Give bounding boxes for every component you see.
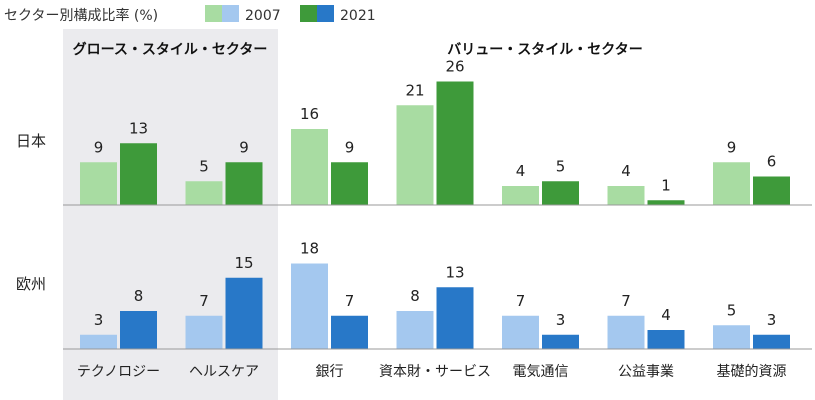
bar-japan-2021-2 bbox=[225, 162, 263, 205]
category-label-6: 公益事業 bbox=[618, 364, 674, 380]
bar-europe-2021-5 bbox=[542, 334, 579, 349]
legend-swatch-2007-japan bbox=[205, 5, 222, 22]
value-label-japan-2021-4: 26 bbox=[445, 58, 464, 76]
legend-label-2007: 2007 bbox=[245, 8, 281, 24]
bar-europe-2021-1 bbox=[120, 311, 157, 349]
value-label-europe-2007-4: 8 bbox=[410, 287, 420, 305]
bar-japan-2007-4 bbox=[396, 105, 434, 205]
value-label-europe-2021-3: 7 bbox=[345, 292, 355, 310]
legend-swatch-2007-europe bbox=[222, 5, 239, 22]
bar-europe-2007-2 bbox=[185, 315, 223, 349]
value-label-europe-2021-5: 3 bbox=[556, 311, 566, 329]
bar-japan-2007-6 bbox=[607, 186, 645, 205]
category-label-2: ヘルスケア bbox=[189, 364, 259, 380]
bar-japan-2021-1 bbox=[120, 143, 157, 205]
bar-japan-2007-5 bbox=[502, 186, 539, 205]
value-label-japan-2021-2: 9 bbox=[239, 138, 249, 156]
bar-europe-2021-7 bbox=[753, 334, 790, 349]
group-label-growth: グロース・スタイル・セクター bbox=[73, 41, 268, 58]
value-label-japan-2007-3: 16 bbox=[300, 105, 319, 123]
bar-layer bbox=[80, 81, 790, 349]
bar-japan-2021-7 bbox=[753, 176, 790, 205]
value-label-europe-2007-3: 18 bbox=[300, 240, 319, 258]
value-label-japan-2021-7: 6 bbox=[767, 153, 777, 171]
value-label-japan-2007-7: 9 bbox=[727, 138, 737, 156]
bar-europe-2007-1 bbox=[80, 334, 117, 349]
value-label-europe-2021-7: 3 bbox=[767, 311, 777, 329]
value-label-japan-2021-6: 1 bbox=[661, 176, 671, 194]
group-label-value: バリュー・スタイル・セクター bbox=[447, 42, 642, 58]
bar-japan-2021-4 bbox=[436, 81, 474, 205]
value-label-europe-2007-5: 7 bbox=[516, 292, 526, 310]
category-label-3: 銀行 bbox=[316, 364, 344, 380]
legend-swatch-2021-japan bbox=[300, 5, 317, 22]
category-label-1: テクノロジー bbox=[77, 364, 160, 380]
bar-europe-2021-3 bbox=[331, 315, 368, 349]
value-label-europe-2007-7: 5 bbox=[727, 301, 737, 319]
value-label-japan-2021-1: 13 bbox=[129, 119, 148, 137]
row-label-europe: 欧州 bbox=[16, 275, 46, 293]
value-label-japan-2007-4: 21 bbox=[405, 81, 424, 99]
value-label-europe-2021-1: 8 bbox=[134, 287, 144, 305]
bar-japan-2007-1 bbox=[80, 162, 117, 205]
value-label-europe-2021-4: 13 bbox=[445, 263, 464, 281]
value-label-europe-2007-6: 7 bbox=[621, 292, 631, 310]
legend-label-2021: 2021 bbox=[340, 8, 376, 24]
bar-japan-2007-2 bbox=[185, 181, 223, 205]
value-label-japan-2021-3: 9 bbox=[345, 138, 355, 156]
bar-japan-2021-5 bbox=[542, 181, 579, 205]
bar-europe-2021-4 bbox=[436, 287, 474, 349]
bar-europe-2007-5 bbox=[502, 315, 539, 349]
bar-europe-2007-4 bbox=[396, 311, 434, 349]
bar-japan-2021-3 bbox=[331, 162, 368, 205]
value-label-japan-2007-5: 4 bbox=[516, 162, 526, 180]
value-label-japan-2007-2: 5 bbox=[199, 157, 209, 175]
bar-japan-2007-3 bbox=[291, 129, 328, 205]
category-label-5: 電気通信 bbox=[513, 364, 569, 380]
bar-japan-2007-7 bbox=[713, 162, 750, 205]
category-label-4: 資本財・サービス bbox=[379, 364, 491, 380]
chart-title: セクター別構成比率 (%) bbox=[4, 7, 158, 24]
category-label-7: 基礎的資源 bbox=[717, 363, 787, 380]
bar-europe-2007-3 bbox=[291, 263, 328, 349]
value-label-japan-2007-1: 9 bbox=[94, 138, 104, 156]
value-label-europe-2021-2: 15 bbox=[234, 254, 253, 272]
category-label-layer: テクノロジー ヘルスケア 銀行 資本財・サービス 電気通信 公益事業 基礎的資源 bbox=[77, 363, 787, 380]
bar-europe-2021-2 bbox=[225, 277, 263, 349]
bar-europe-2021-6 bbox=[647, 330, 685, 349]
row-label-japan: 日本 bbox=[16, 132, 46, 150]
bar-europe-2007-6 bbox=[607, 315, 645, 349]
legend-swatch-2021-europe bbox=[317, 5, 334, 22]
bar-europe-2007-7 bbox=[713, 325, 750, 349]
value-label-europe-2007-2: 7 bbox=[199, 292, 209, 310]
value-label-japan-2007-6: 4 bbox=[621, 162, 631, 180]
bar-japan-2021-6 bbox=[647, 200, 685, 205]
value-label-europe-2007-1: 3 bbox=[94, 311, 104, 329]
value-label-europe-2021-6: 4 bbox=[661, 306, 671, 324]
value-label-japan-2021-5: 5 bbox=[556, 157, 566, 175]
